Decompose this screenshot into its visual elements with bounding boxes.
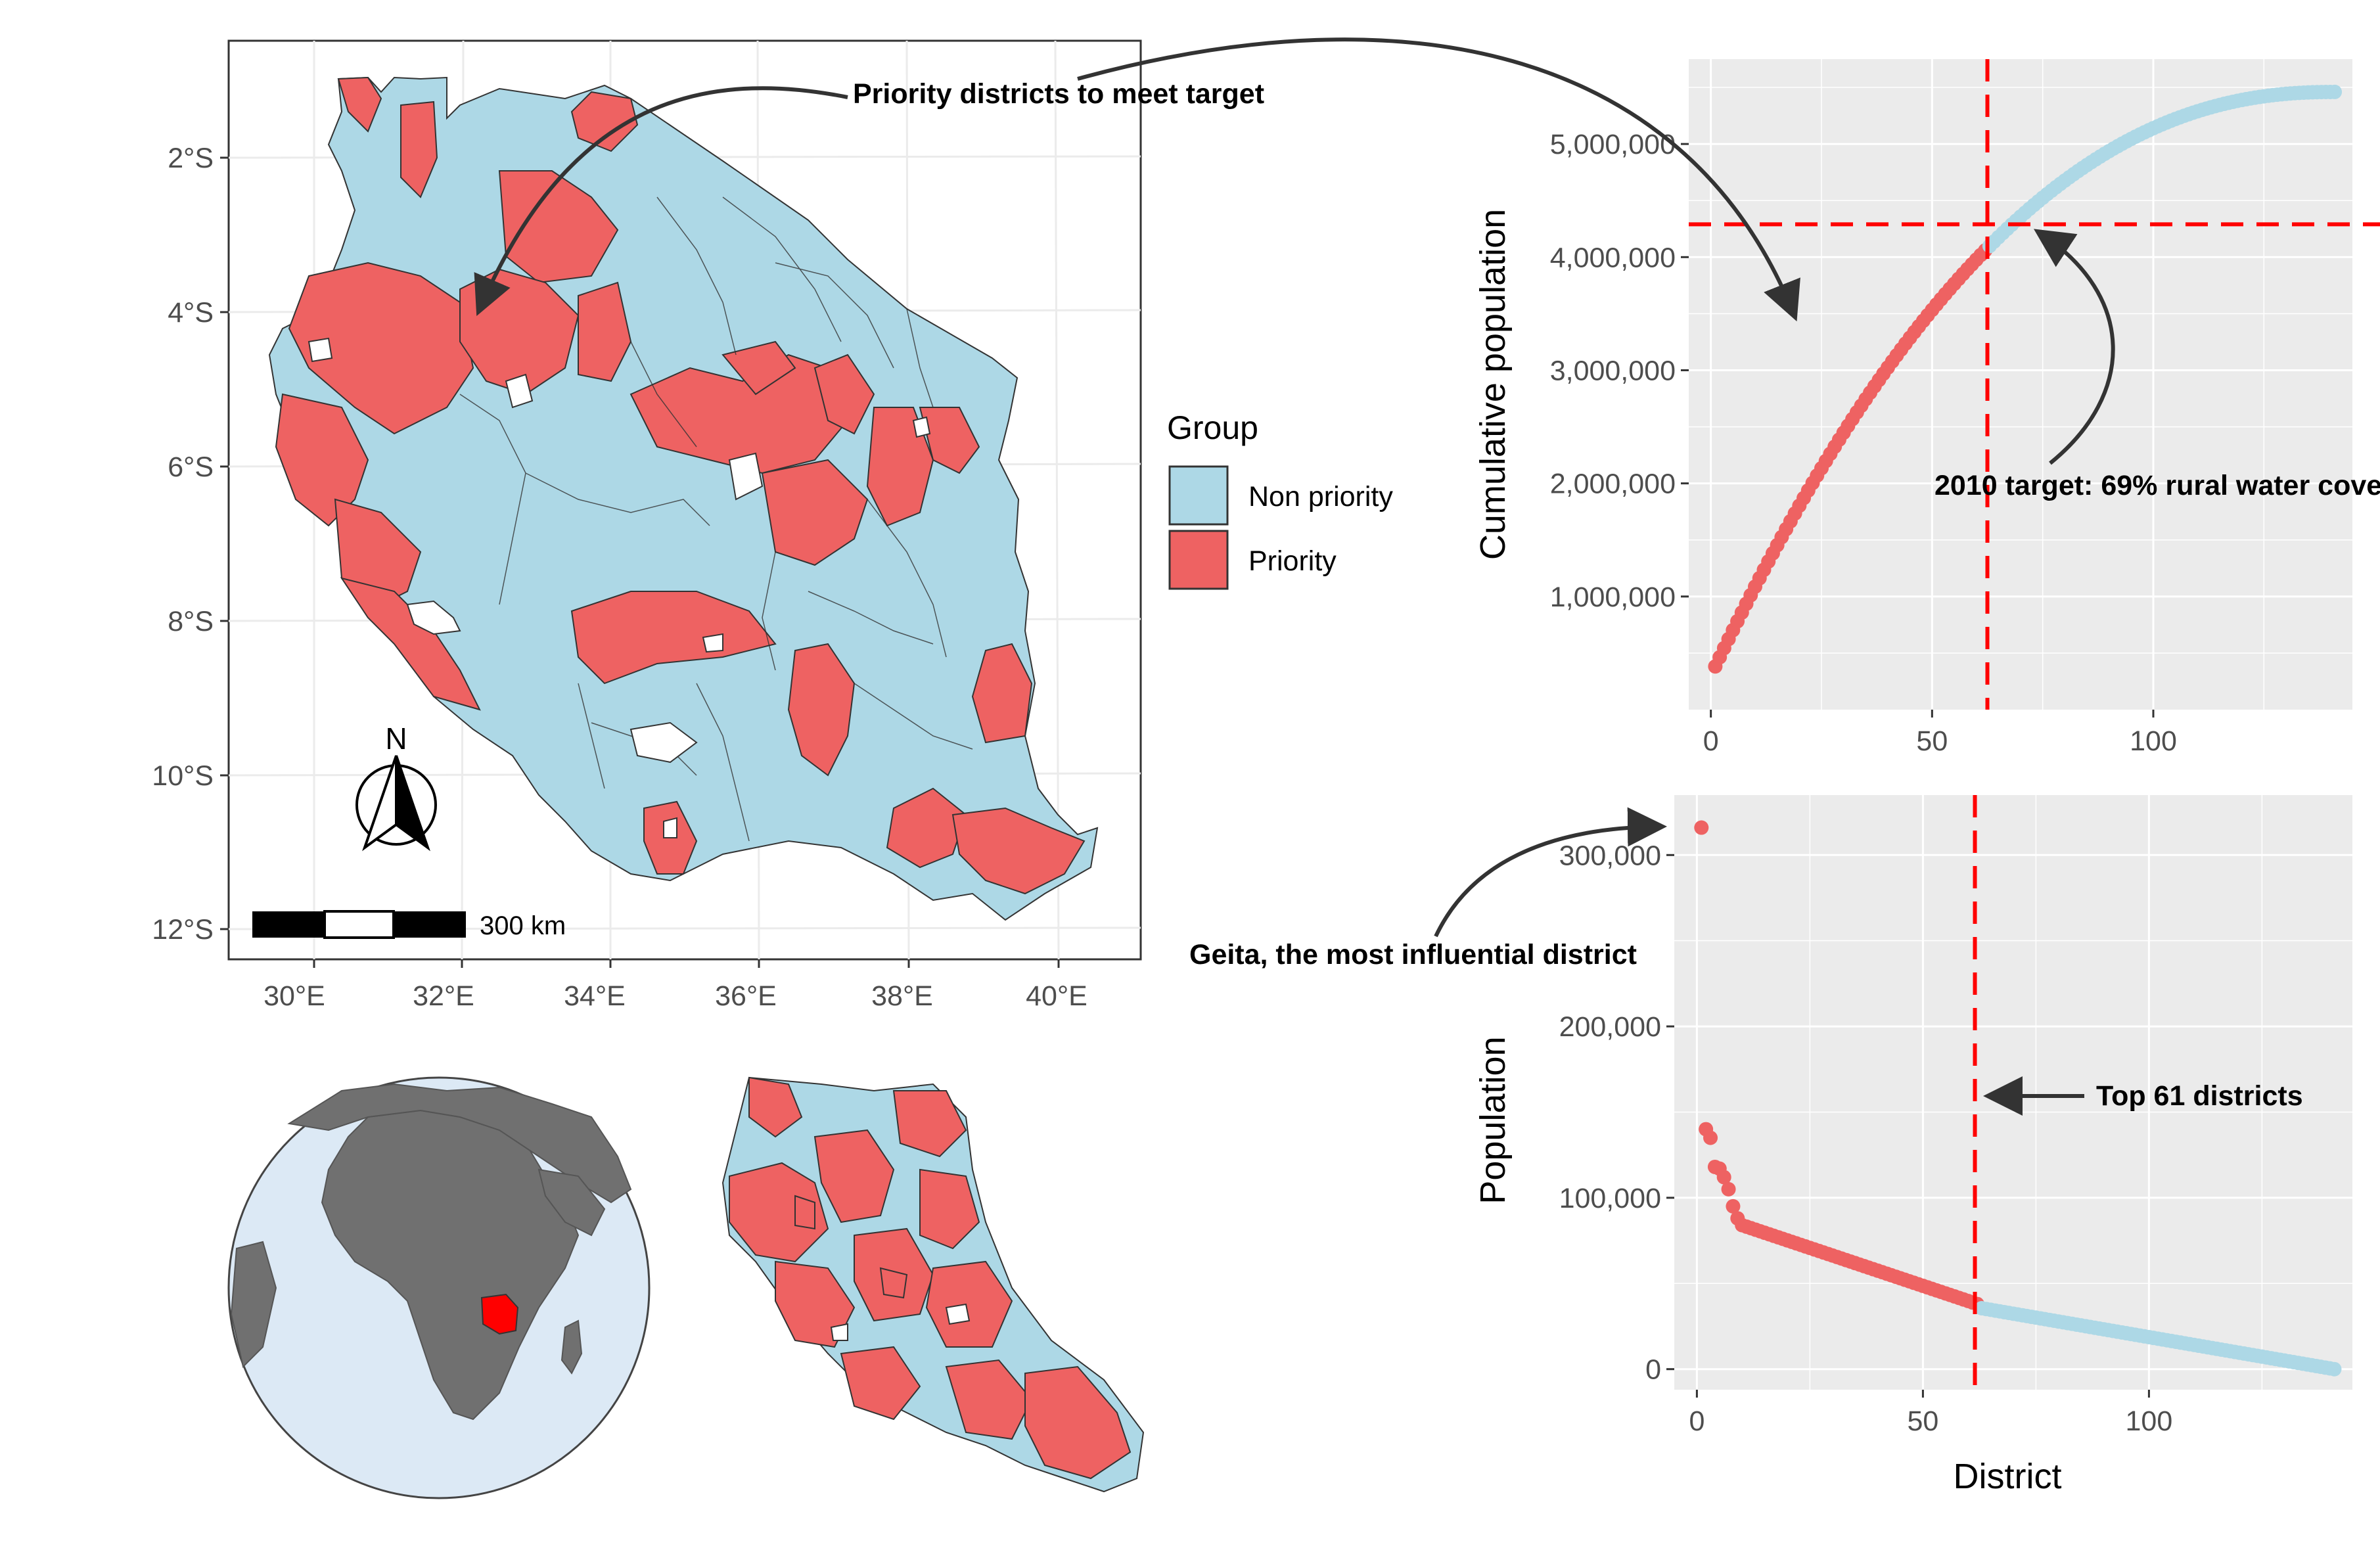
y-tick-label: 3,000,000 [1550,355,1676,386]
legend-key-priority [1168,530,1229,590]
geita-arrow [1434,807,1667,938]
y-tick-label: 100,000 [1559,1183,1661,1214]
map-panel: 2°S 4°S 6°S 8°S 10°S 12°S 30°E 32°E 34°E… [152,39,1264,1012]
priority-districts [275,76,1086,895]
population-y-label: Population [1473,1036,1513,1204]
map-x-tick: 30°E [263,980,325,1012]
cumulative-panel [1689,59,2352,710]
map-y-axis: 2°S 4°S 6°S 8°S 10°S 12°S [152,143,229,946]
population-x-label: District [1954,1457,2062,1496]
cumulative-y-label: Cumulative population [1473,209,1513,560]
cumulative-points [1689,59,2380,710]
x-tick-label: 0 [1689,1405,1705,1437]
priority-annotation: Priority districts to meet target [853,78,1264,110]
cumulative-grid [1689,59,2352,710]
geita-annotation: Geita, the most influential district [1189,939,1637,970]
map-x-tick: 34°E [564,980,626,1012]
population-points [1694,795,2342,1390]
map-y-tick: 8°S [168,606,214,637]
population-axes: 0 100,000 200,000 300,000 0 50 100 [1559,840,2173,1437]
map-y-tick: 2°S [168,143,214,174]
population-point [2327,1361,2342,1377]
map-x-tick: 38°E [871,980,933,1012]
map-x-tick: 36°E [715,980,777,1012]
y-tick-label: 5,000,000 [1550,129,1676,160]
x-tick-label: 100 [2126,1405,2173,1437]
map-y-tick: 6°S [168,451,214,483]
map-y-tick: 12°S [152,914,214,946]
legend-title: Group [1167,409,1258,446]
north-arrow-icon: N [355,721,437,852]
lakes [308,337,931,838]
map-x-tick: 32°E [413,980,474,1012]
y-tick-label: 1,000,000 [1550,582,1676,613]
map-y-tick: 4°S [168,297,214,329]
scale-label: 300 km [480,911,566,940]
population-point [1716,1170,1731,1185]
x-tick-label: 0 [1703,725,1719,757]
x-tick-label: 100 [2130,725,2177,757]
legend-key-non-priority [1168,465,1229,526]
target-annotation: 2010 target: 69% rural water coverage [1934,470,2380,501]
legend-label: Non priority [1248,481,1393,513]
legend-label: Priority [1248,545,1337,577]
y-tick-label: 4,000,000 [1550,242,1676,273]
y-tick-label: 200,000 [1559,1011,1661,1043]
tanzania-highlight [480,1293,519,1335]
y-tick-label: 2,000,000 [1550,468,1676,500]
population-point [1703,1130,1718,1145]
population-point [1726,1198,1741,1214]
population-point [1721,1181,1736,1197]
legend: Group Non priority Priority [1167,409,1393,590]
top61-annotation: Top 61 districts [2096,1080,2303,1112]
cumulative-axes: 1,000,000 2,000,000 3,000,000 4,000,000 5,00… [1550,129,2177,757]
target-annotation-arrow [2033,229,2115,465]
north-label: N [385,721,407,756]
y-tick-label: 0 [1645,1354,1661,1386]
globe-inset [227,1076,651,1499]
priority-annotation-arrow [474,86,848,317]
x-tick-label: 50 [1907,1405,1938,1437]
cartogram-inset [721,1076,1145,1493]
map-x-tick: 40°E [1026,980,1087,1012]
map-x-axis: 30°E 32°E 34°E 36°E 38°E 40°E [263,959,1087,1012]
map-to-chart-arrow [1077,37,1800,322]
scale-bar: 300 km [252,910,566,940]
population-point [1694,820,1709,835]
map-y-tick: 10°S [152,760,214,792]
x-tick-label: 50 [1916,725,1948,757]
y-tick-label: 300,000 [1559,840,1661,871]
cumulative-point [2327,84,2343,99]
cumulative-chart: 1,000,000 2,000,000 3,000,000 4,000,000 5,00… [1077,37,2380,757]
